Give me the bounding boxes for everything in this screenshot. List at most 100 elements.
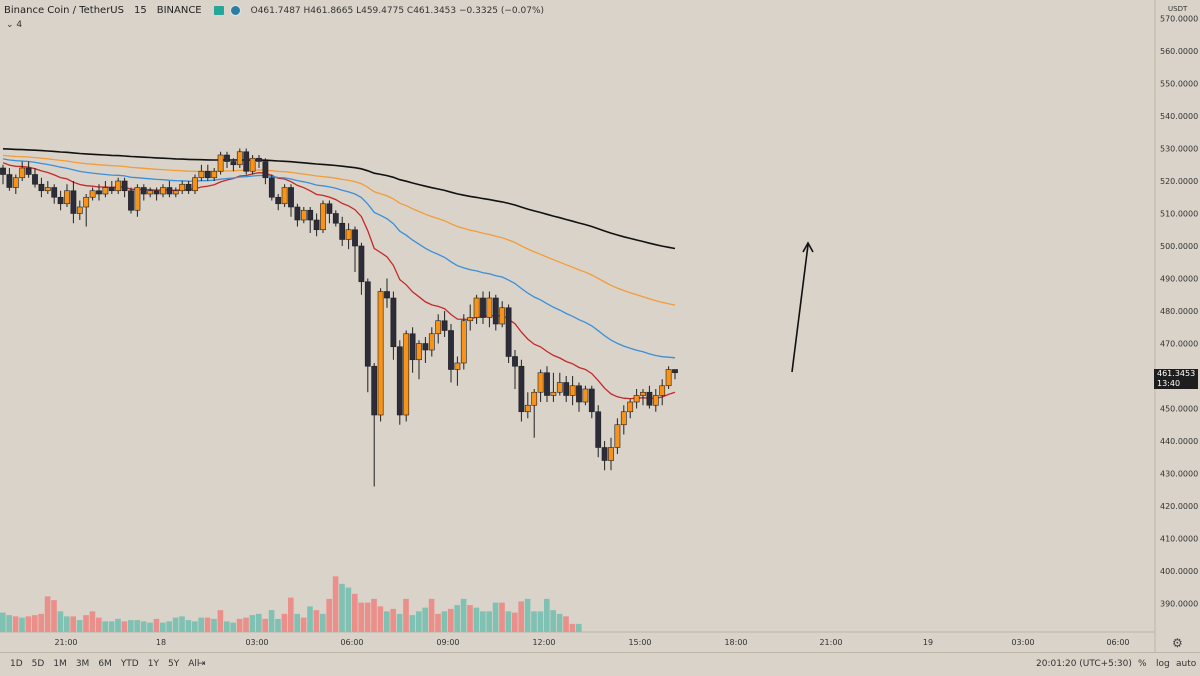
y-tick-label: 480.0000 [1160,307,1198,316]
range-1m[interactable]: 1M [53,659,67,669]
candle [57,190,64,211]
volume-bar [57,611,64,632]
volume-bar [441,611,448,632]
candle [96,184,102,201]
volume-bar [268,610,275,632]
range-6m[interactable]: 6M [98,659,112,669]
calendar-icon[interactable]: ⇥ [198,659,206,669]
candle [377,288,384,422]
status-dot-icon [229,5,241,16]
volume-bar [70,616,76,632]
ema-orange-line [2,154,676,306]
candle [185,181,192,194]
symbol-header[interactable]: Binance Coin / TetherUS 15 BINANCE O461.… [4,5,544,16]
volume-bar [569,623,576,632]
volume-bar [275,618,281,632]
range-5d[interactable]: 5D [31,659,45,669]
volume-bar [473,607,480,632]
volume-bar [371,598,377,632]
candle [537,369,544,402]
volume-bar [134,620,140,632]
range-1d[interactable]: 1D [10,659,23,669]
y-tick-label: 420.0000 [1160,502,1198,511]
moving-averages [2,148,676,400]
y-tick-label: 540.0000 [1160,112,1198,121]
y-tick-label: 510.0000 [1160,210,1198,219]
candle [332,210,339,227]
candle [307,207,314,233]
last-price: 461.3453 [1157,369,1196,378]
gear-icon[interactable]: ⚙ [1172,636,1183,650]
volume-bar [313,610,320,632]
volume-bar [448,608,454,632]
candle [108,181,115,194]
candle [339,216,346,246]
percent-toggle[interactable]: % [1138,659,1147,669]
candle [76,200,83,220]
candle [524,392,531,419]
auto-toggle[interactable]: auto [1176,659,1197,669]
candle [230,158,237,172]
exchange-label: BINANCE [156,5,202,16]
volume-bar [102,621,108,632]
volume-bar [435,613,441,632]
volume-bar [320,613,326,632]
candle [140,184,147,201]
range-5y[interactable]: 5Y [167,659,180,669]
log-toggle[interactable]: log [1156,659,1170,669]
volume-bar [51,600,57,632]
candle [268,174,275,201]
x-tick-label: 12:00 [532,638,555,647]
candle [595,405,602,458]
volume-bar [364,602,371,632]
candle [652,389,659,412]
candle [473,294,480,324]
y-tick-label: 390.0000 [1160,600,1198,609]
candle [633,389,640,409]
candle [640,389,646,406]
range-3m[interactable]: 3M [75,659,90,669]
candle [313,213,320,237]
candle [556,372,563,396]
symbol-name[interactable]: Binance Coin / TetherUS [4,5,124,16]
candle [531,389,538,438]
volume-bar [0,612,6,632]
candle [582,385,589,406]
candle [320,200,326,233]
y-tick-label: 550.0000 [1160,80,1198,89]
volume-bar [384,611,390,632]
volume-bar [236,618,243,632]
candle [518,359,525,422]
y-tick-label: 570.0000 [1160,15,1198,24]
volume-bar [64,616,70,632]
volume-bar [332,576,339,632]
range-all[interactable]: All [188,659,200,669]
clock[interactable]: 20:01:20 (UTC+5:30) [1036,659,1132,669]
volume-bar [460,598,467,632]
candle [371,363,378,487]
interval-label[interactable]: 15 [133,5,147,16]
volume-bar [243,617,249,632]
volume-bar [518,601,524,632]
volume-bar [249,615,256,632]
candle [300,207,307,224]
candle [659,379,666,406]
volume-bar [358,602,364,632]
candle [83,194,90,227]
range-ytd[interactable]: YTD [120,659,139,669]
candle [409,327,416,373]
candle [492,294,499,331]
volume-bar [281,613,288,632]
y-tick-label: 560.0000 [1160,47,1198,56]
indicator-toggle[interactable]: ⌄ 4 [6,20,22,30]
candle [467,304,474,331]
volume-bar [19,617,25,632]
volume-bar [377,606,384,632]
volume-bar [192,621,198,632]
candle [486,291,493,328]
price-axis: 570.0000 560.0000 550.0000 540.0000 530.0000… [1160,15,1198,609]
y-tick-label: 450.0000 [1160,405,1198,414]
candle [256,155,262,168]
range-1y[interactable]: 1Y [147,659,159,669]
